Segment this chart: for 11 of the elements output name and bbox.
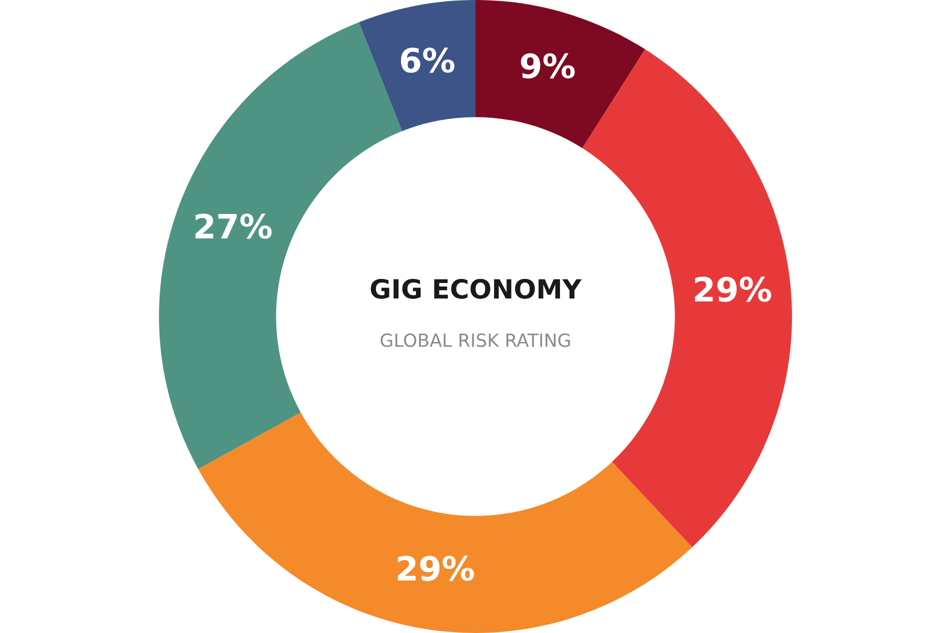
data-label: 9% [520, 53, 575, 78]
data-label: 6% [400, 48, 454, 73]
data-label: 29% [398, 556, 474, 581]
text: GLOBAL RISK RATING [380, 333, 570, 348]
data-label: 29% [695, 276, 772, 302]
text: GIG ECONOMY [370, 278, 582, 299]
data-label: 27% [196, 214, 272, 239]
donut-slice [476, 0, 646, 148]
donut-slice [198, 412, 692, 633]
donut-slice [358, 0, 476, 132]
donut-slice [582, 49, 792, 548]
